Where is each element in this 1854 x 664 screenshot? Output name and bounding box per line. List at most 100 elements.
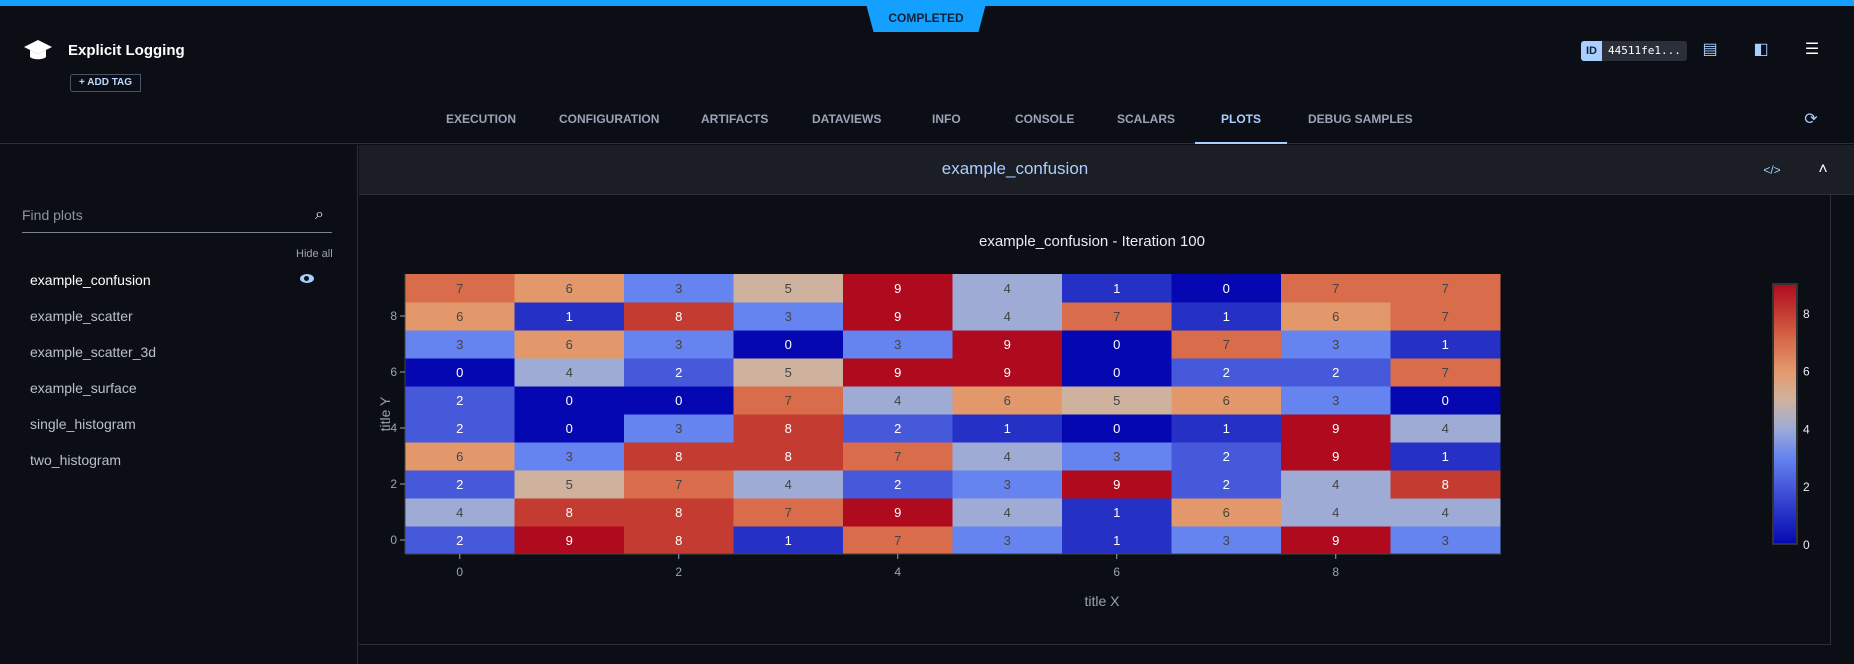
heatmap-cell xyxy=(624,470,734,499)
heatmap-cell xyxy=(1390,274,1501,303)
chevron-up-icon[interactable]: ˄ xyxy=(1818,161,1828,178)
tab-plots[interactable]: PLOTS xyxy=(1195,112,1288,144)
tab-info[interactable]: INFO xyxy=(932,112,961,126)
heatmap-cell xyxy=(733,526,844,555)
heatmap-cell xyxy=(843,526,953,555)
heatmap-cell xyxy=(405,302,515,331)
cell-label: 8 xyxy=(785,449,792,464)
tab-scalars[interactable]: SCALARS xyxy=(1117,112,1176,126)
heatmap-cell xyxy=(733,330,844,359)
heatmap-cell xyxy=(514,330,625,359)
sidebar xyxy=(0,145,358,664)
heatmap-cell xyxy=(1171,302,1282,331)
cell-label: 4 xyxy=(1004,505,1011,520)
tab-dataviews[interactable]: DATAVIEWS xyxy=(812,112,882,126)
plot-item[interactable]: example_scatter_3d xyxy=(30,344,157,360)
cell-label: 4 xyxy=(785,477,792,492)
cell-label: 1 xyxy=(1113,505,1120,520)
details-icon[interactable]: ▤ xyxy=(1702,41,1718,58)
cell-label: 2 xyxy=(1223,365,1230,380)
heatmap-cell xyxy=(843,470,953,499)
plot-item[interactable]: two_histogram xyxy=(30,452,122,468)
heatmap-cell xyxy=(952,442,1063,471)
cell-label: 9 xyxy=(1004,337,1011,352)
heatmap-cell xyxy=(1171,386,1282,415)
cell-label: 7 xyxy=(1332,281,1339,296)
cell-label: 3 xyxy=(1004,533,1011,548)
cell-label: 7 xyxy=(675,477,682,492)
heatmap-cell xyxy=(1062,414,1172,443)
cell-label: 1 xyxy=(1442,337,1449,352)
tab-execution[interactable]: EXECUTION xyxy=(446,112,517,126)
cell-label: 8 xyxy=(1442,477,1449,492)
layout-icon[interactable]: ◧ xyxy=(1753,41,1769,58)
cell-label: 3 xyxy=(1442,533,1449,548)
heatmap-cell xyxy=(1062,330,1172,359)
heatmap-cell xyxy=(733,442,844,471)
heatmap-cell xyxy=(1171,498,1282,527)
id-badge[interactable]: ID 44511fe1... xyxy=(1581,41,1687,61)
x-tick-label: 2 xyxy=(675,565,682,579)
add-tag-button[interactable]: + ADD TAG xyxy=(70,74,142,92)
cell-label: 3 xyxy=(1223,533,1230,548)
heatmap-cell xyxy=(405,358,515,387)
cell-label: 9 xyxy=(1113,477,1120,492)
tab-artifacts[interactable]: ARTIFACTS xyxy=(701,112,769,126)
heatmap-cell xyxy=(405,470,515,499)
heatmap-cell xyxy=(1062,526,1172,555)
y-tick-label: 8 xyxy=(390,309,397,323)
find-plots-input[interactable]: Find plots ⌕ xyxy=(22,200,332,233)
cell-label: 6 xyxy=(566,281,573,296)
heatmap-cell xyxy=(843,414,953,443)
menu-icon[interactable]: ☰ xyxy=(1804,41,1820,58)
heatmap-cell xyxy=(1062,498,1172,527)
cell-label: 6 xyxy=(456,449,463,464)
cell-label: 0 xyxy=(1113,365,1120,380)
tab-debug-samples[interactable]: DEBUG SAMPLES xyxy=(1308,112,1413,126)
heatmap-cell xyxy=(733,386,844,415)
cell-label: 1 xyxy=(566,309,573,324)
heatmap-cell xyxy=(843,302,953,331)
plot-item[interactable]: single_histogram xyxy=(30,416,136,432)
plot-item[interactable]: example_scatter xyxy=(30,308,133,324)
y-tick-label: 6 xyxy=(390,365,397,379)
cell-label: 7 xyxy=(785,393,792,408)
cell-label: 2 xyxy=(456,533,463,548)
heatmap-cell xyxy=(1390,302,1501,331)
heatmap-cell xyxy=(1390,470,1501,499)
embed-code-icon[interactable]: </> xyxy=(1763,163,1781,177)
plot-item[interactable]: example_confusion xyxy=(30,272,151,288)
eye-icon[interactable] xyxy=(300,274,314,283)
heatmap-cell xyxy=(405,330,515,359)
search-icon[interactable]: ⌕ xyxy=(315,206,324,223)
id-label: ID xyxy=(1581,41,1602,61)
heatmap-cell xyxy=(843,442,953,471)
cell-label: 1 xyxy=(1113,533,1120,548)
heatmap-cell xyxy=(952,498,1063,527)
colorbar xyxy=(1772,283,1798,545)
heatmap-cell xyxy=(405,526,515,555)
heatmap-cell xyxy=(843,386,953,415)
tab-configuration[interactable]: CONFIGURATION xyxy=(559,112,660,126)
hide-all-button[interactable]: Hide all xyxy=(296,248,333,260)
heatmap-cell xyxy=(405,414,515,443)
cell-label: 1 xyxy=(1004,421,1011,436)
refresh-icon[interactable]: ⟳ xyxy=(1804,111,1818,128)
cell-label: 7 xyxy=(894,533,901,548)
heatmap-cell xyxy=(1390,442,1501,471)
cell-label: 0 xyxy=(566,393,573,408)
plot-item[interactable]: example_surface xyxy=(30,380,137,396)
cell-label: 3 xyxy=(785,309,792,324)
heatmap-cell xyxy=(405,274,515,303)
cell-label: 7 xyxy=(456,281,463,296)
chart-title: example_confusion - Iteration 100 xyxy=(979,233,1205,250)
heatmap-cell xyxy=(952,330,1063,359)
cell-label: 3 xyxy=(456,337,463,352)
tab-console[interactable]: CONSOLE xyxy=(1015,112,1075,126)
heatmap-cell xyxy=(1171,414,1282,443)
heatmap-cell xyxy=(1281,470,1391,499)
cell-label: 7 xyxy=(894,449,901,464)
cell-label: 3 xyxy=(566,449,573,464)
cell-label: 1 xyxy=(1223,309,1230,324)
heatmap-cell xyxy=(1062,470,1172,499)
